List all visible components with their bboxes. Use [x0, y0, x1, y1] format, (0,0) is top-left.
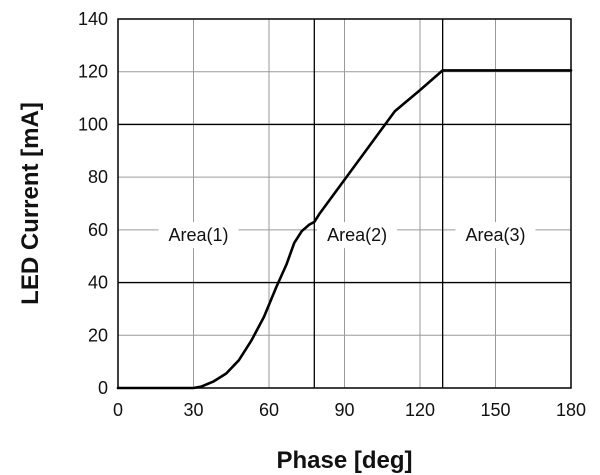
series-line-0 — [116, 69, 573, 390]
y-tick-label-7: 140 — [78, 9, 108, 29]
area-label-0: Area(1) — [169, 225, 229, 245]
area-label-1: Area(2) — [327, 225, 387, 245]
area-label-background-0 — [158, 222, 239, 249]
grid-lines — [118, 19, 571, 388]
y-tick-label-2: 40 — [88, 273, 108, 293]
x-tick-label-1: 30 — [183, 400, 203, 420]
y-tick-label-4: 80 — [88, 167, 108, 187]
x-tick-labels: 0 30 60 90 120 150 180 — [113, 400, 586, 420]
x-tick-label-4: 120 — [405, 400, 435, 420]
y-tick-label-5: 100 — [78, 114, 108, 134]
area-label-2: Area(3) — [465, 225, 525, 245]
area-label-background-1 — [317, 222, 398, 249]
series-layer — [116, 69, 573, 390]
area-boundaries — [118, 19, 571, 388]
x-tick-label-5: 150 — [480, 400, 510, 420]
x-tick-label-2: 60 — [259, 400, 279, 420]
x-tick-label-0: 0 — [113, 400, 123, 420]
x-tick-label-3: 90 — [334, 400, 354, 420]
y-tick-label-0: 0 — [98, 378, 108, 398]
y-tick-label-1: 20 — [88, 325, 108, 345]
plot-frame — [117, 18, 572, 389]
x-tick-label-6: 180 — [556, 400, 586, 420]
y-tick-label-3: 60 — [88, 220, 108, 240]
x-axis-label: Phase [deg] — [276, 447, 412, 474]
y-tick-label-6: 120 — [78, 62, 108, 82]
y-axis-label: LED Current [mA] — [17, 102, 44, 305]
y-tick-labels: 0 20 40 60 80 100 120 140 — [78, 9, 108, 398]
area-labels: Area(1) Area(2) Area(3) — [158, 222, 536, 249]
area-label-background-2 — [455, 222, 536, 249]
